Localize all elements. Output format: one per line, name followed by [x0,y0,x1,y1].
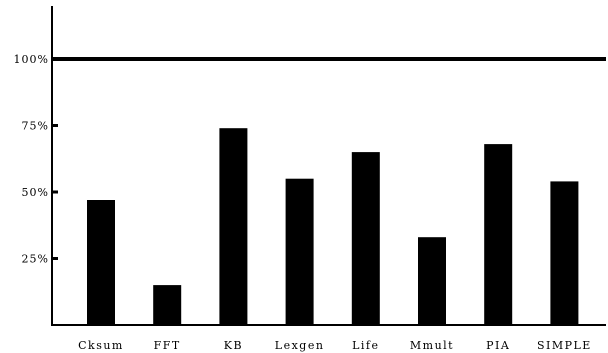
y-tick-label-75: 75% [22,120,49,133]
x-tick-label-fft: FFT [154,339,181,352]
bar-lexgen [285,178,314,325]
bar-cksum [87,200,115,325]
bars-group [87,128,579,325]
x-tick-label-kb: KB [224,339,243,352]
labels-group: Cksum FFT KB Lexgen Life Mmult PIA SIMPLE 25% 50%… [14,53,592,352]
x-tick-label-cksum: Cksum [78,339,124,352]
bar-fft [153,285,182,325]
x-tick-label-pia: PIA [486,339,510,352]
y-tick-label-50: 50% [22,186,49,199]
x-tick-label-life: Life [352,339,379,352]
x-tick-label-simple: SIMPLE [537,339,592,352]
bar-simple [550,181,579,325]
y-tick-label-100: 100% [14,53,49,66]
bar-kb [219,128,248,325]
bar-life [351,152,380,325]
bar-mmult [418,237,446,325]
axes-group [51,6,606,326]
y-tick-label-25: 25% [22,253,49,266]
x-tick-label-lexgen: Lexgen [275,339,325,352]
bar-pia [484,144,513,325]
x-tick-label-mmult: Mmult [410,339,454,352]
